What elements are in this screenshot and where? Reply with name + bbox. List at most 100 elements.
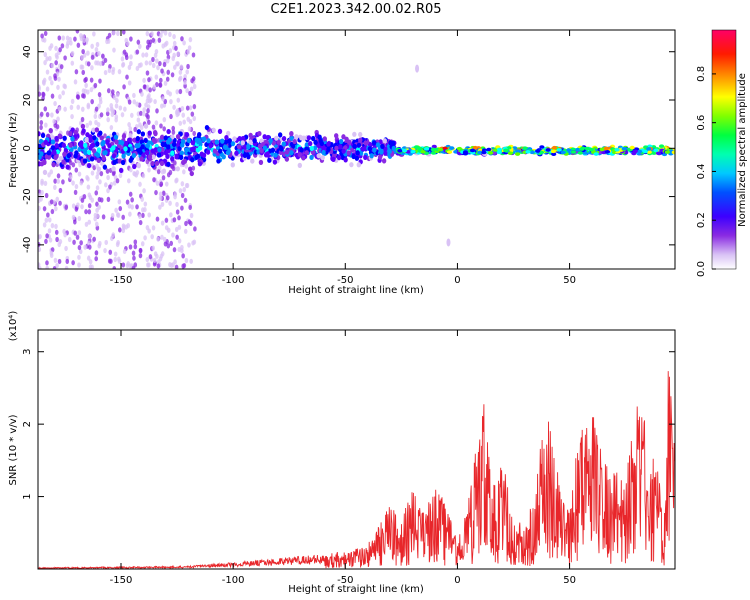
spectrogram-cell	[172, 160, 177, 166]
spectrogram-marks	[38, 30, 675, 269]
spectrogram-cell	[38, 246, 42, 252]
spectrogram-cell	[101, 214, 106, 220]
spectrogram-cell	[43, 30, 48, 37]
spectrogram-cell	[74, 69, 79, 75]
spectrogram-cell	[160, 103, 164, 109]
spectrogram-cell	[38, 234, 41, 240]
spectrogram-cell	[182, 262, 187, 269]
spectrogram-cell	[53, 178, 57, 184]
top-x-axis: -150 -100 -50 0 50	[110, 30, 576, 286]
spectrogram-cell	[242, 144, 248, 150]
spectrogram-cell	[138, 248, 143, 254]
spectrogram-cell	[40, 178, 44, 184]
spectrogram-cell	[58, 156, 64, 162]
spectrogram-cell	[73, 79, 78, 85]
spectrogram-cell	[93, 82, 98, 89]
spectrogram-cell	[39, 161, 45, 167]
spectrogram-cell	[92, 31, 96, 37]
spectrogram-cell	[85, 174, 89, 181]
spectrogram-cell	[80, 116, 85, 123]
spectrogram-cell	[130, 197, 134, 203]
spectrogram-cell	[58, 187, 63, 194]
spectrogram-cell	[183, 197, 188, 203]
spectrogram-cell	[175, 108, 180, 114]
spectrogram-cell	[147, 262, 151, 268]
y-tick-label: -40	[22, 237, 33, 253]
spectrogram-cell	[131, 250, 136, 256]
spectrogram-cell	[119, 140, 125, 146]
spectrogram-cell	[175, 209, 180, 215]
spectrogram-cell	[38, 143, 42, 149]
spectrogram-cell	[192, 130, 196, 137]
spectrogram-cell	[492, 148, 499, 152]
spectrogram-cell	[131, 152, 137, 159]
spectrogram-cell	[164, 181, 169, 187]
spectrogram-cell	[299, 135, 304, 141]
spectrogram-cell	[121, 133, 127, 139]
spectrogram-cell	[58, 68, 63, 74]
spectrogram-cell	[172, 104, 176, 110]
spectrogram-cell	[104, 239, 109, 246]
spectrogram-cell	[106, 107, 110, 113]
spectrogram-cell	[108, 184, 112, 190]
spectrogram-cell	[79, 180, 84, 186]
spectrogram-cell	[112, 47, 116, 53]
spectrogram-cell	[175, 201, 179, 208]
spectrogram-cell	[270, 147, 276, 153]
spectrogram-cell	[182, 119, 186, 125]
spectrogram-cell	[171, 141, 177, 148]
spectrogram-cell	[128, 244, 133, 250]
spectrogram-cell	[40, 132, 46, 139]
spectrogram-cell	[86, 184, 91, 190]
spectrogram-cell	[95, 174, 99, 180]
spectrogram-cell	[107, 143, 112, 149]
spectrogram-cell	[529, 150, 535, 155]
spectrogram-cell	[42, 169, 48, 175]
spectrogram-cell	[112, 266, 117, 269]
spectrogram-cell	[169, 113, 173, 120]
spectrogram-cell	[78, 162, 82, 168]
spectrogram-cell	[180, 205, 184, 211]
spectrogram-cell	[160, 68, 164, 74]
spectrogram-cell	[551, 152, 557, 156]
spectrogram-cell	[190, 140, 196, 146]
spectrogram-cell	[131, 265, 136, 269]
spectrogram-cell	[169, 212, 173, 218]
spectrogram-cell	[54, 143, 59, 149]
spectrogram-cell	[87, 192, 92, 198]
spectrogram-cell	[47, 228, 52, 234]
spectrogram-cell	[111, 153, 117, 159]
spectrogram-cell	[173, 194, 177, 200]
spectrogram-cell	[44, 217, 49, 223]
spectrogram-cell	[73, 36, 77, 42]
y-tick-label: 1	[22, 493, 33, 499]
spectrogram-cell	[514, 152, 521, 156]
spectrogram-cell	[118, 227, 122, 233]
spectrogram-cell	[159, 134, 165, 140]
spectrogram-cell	[83, 244, 87, 250]
spectrogram-cell	[141, 52, 145, 58]
bottom-x-axis: -150 -100 -50 0 50	[110, 330, 576, 586]
spectrogram-cell	[98, 179, 102, 185]
spectrogram-cell	[163, 80, 168, 86]
spectrogram-cell	[56, 178, 61, 184]
spectrogram-cell	[162, 126, 166, 132]
spectrogram-cell	[338, 138, 344, 145]
spectrogram-cell	[95, 201, 99, 207]
spectrogram-cell	[117, 69, 122, 75]
spectrogram-cell	[159, 181, 164, 187]
spectrogram-cell	[446, 150, 453, 154]
spectrogram-cell	[265, 134, 271, 141]
spectrogram-cell	[128, 191, 133, 197]
spectrogram-cell	[472, 145, 478, 150]
spectrogram-cell	[83, 77, 87, 83]
spectrogram-cell	[105, 38, 109, 45]
spectrogram-cell	[140, 196, 144, 202]
spectrogram-cell	[575, 147, 581, 152]
spectrogram-cell	[46, 154, 52, 160]
spectrogram-cell	[157, 37, 162, 43]
spectrogram-cell	[133, 239, 138, 245]
spectrogram-cell	[560, 150, 566, 155]
spectrogram-cell	[71, 162, 76, 168]
spectrogram-cell	[322, 136, 327, 142]
